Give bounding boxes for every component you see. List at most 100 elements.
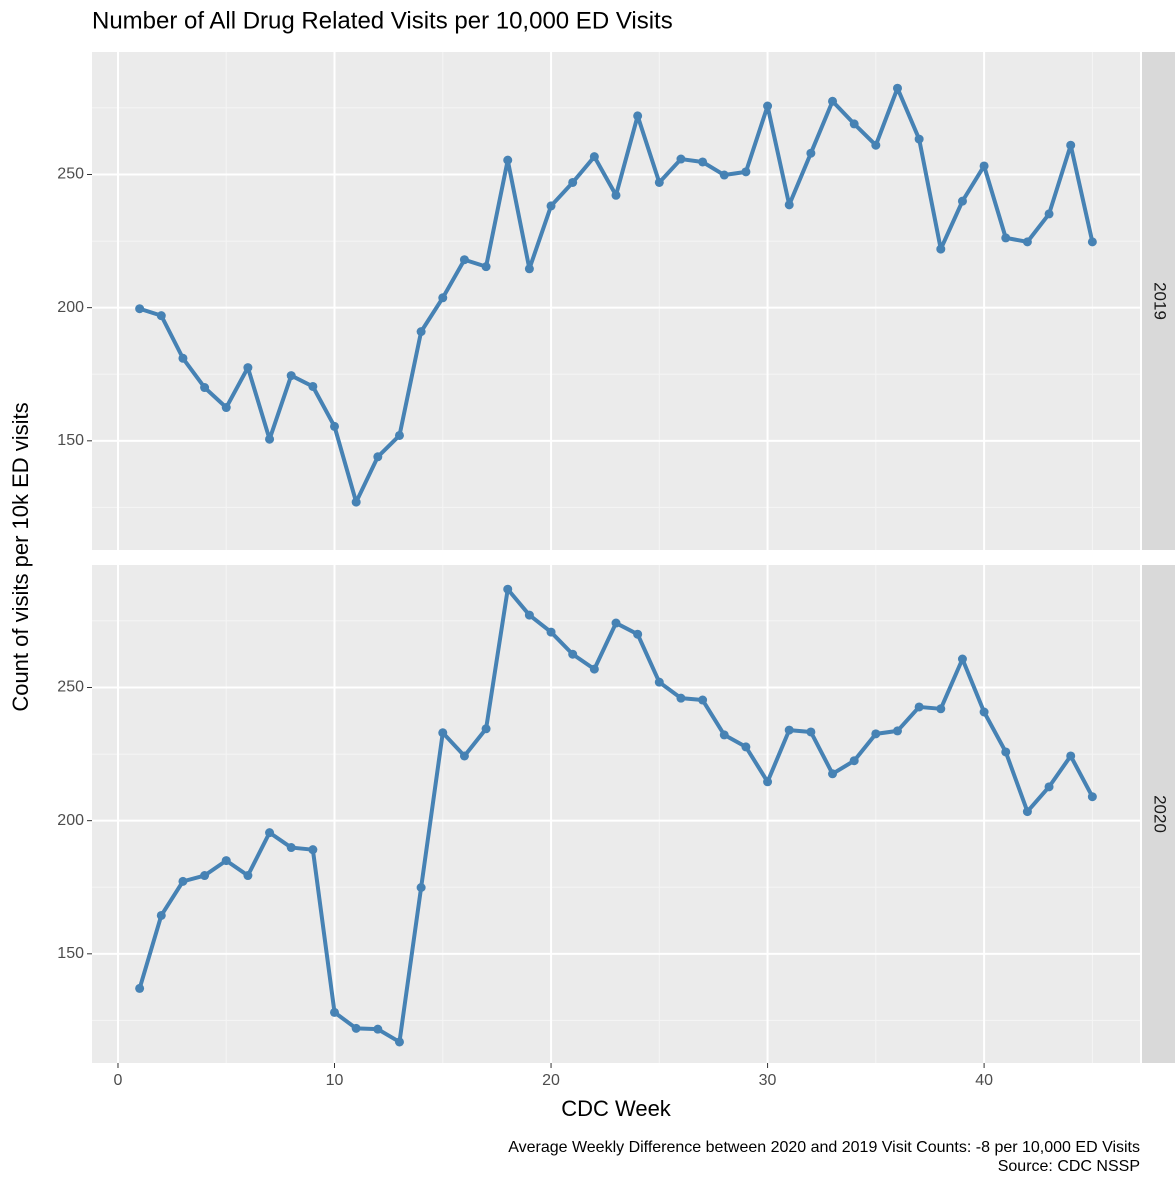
data-point: [633, 629, 643, 639]
data-point: [741, 167, 751, 177]
data-point: [221, 856, 231, 866]
data-point: [438, 293, 448, 303]
data-point: [524, 610, 534, 620]
caption: Source: CDC NSSP: [998, 1158, 1140, 1175]
y-tick-label: 200: [57, 299, 84, 316]
data-point: [221, 403, 231, 413]
x-tick-label: 40: [975, 1072, 993, 1089]
data-point: [979, 161, 989, 171]
data-point: [698, 157, 708, 167]
data-point: [719, 170, 729, 180]
data-point: [135, 304, 145, 314]
data-point: [892, 83, 902, 93]
data-point: [156, 311, 166, 321]
data-point: [914, 134, 924, 144]
data-point: [892, 726, 902, 736]
data-point: [351, 497, 361, 507]
data-point: [1044, 209, 1054, 219]
data-point: [416, 327, 426, 337]
data-point: [957, 654, 967, 664]
data-point: [568, 649, 578, 659]
panel-background: [92, 565, 1140, 1063]
x-axis-label: CDC Week: [561, 1096, 672, 1121]
x-tick-label: 30: [759, 1072, 777, 1089]
data-point: [503, 155, 513, 165]
strip-label: 2020: [1151, 795, 1170, 833]
data-point: [676, 693, 686, 703]
data-point: [178, 876, 188, 886]
data-point: [784, 725, 794, 735]
data-point: [265, 434, 275, 444]
data-point: [373, 1024, 383, 1034]
data-point: [1022, 807, 1032, 817]
data-point: [330, 421, 340, 431]
data-point: [849, 756, 859, 766]
data-point: [719, 730, 729, 740]
data-point: [394, 1037, 404, 1047]
data-point: [481, 262, 491, 272]
data-point: [286, 371, 296, 381]
x-tick-label: 10: [326, 1072, 344, 1089]
data-point: [979, 707, 989, 717]
data-point: [806, 727, 816, 737]
data-point: [676, 154, 686, 164]
strip-label: 2019: [1151, 282, 1170, 320]
data-point: [828, 96, 838, 106]
data-point: [871, 729, 881, 739]
data-point: [459, 751, 469, 761]
y-tick-label: 200: [57, 812, 84, 829]
data-point: [546, 627, 556, 637]
data-point: [1066, 140, 1076, 150]
data-point: [351, 1023, 361, 1033]
data-point: [589, 152, 599, 162]
data-point: [1087, 792, 1097, 802]
data-point: [654, 177, 664, 187]
caption: Average Weekly Difference between 2020 a…: [508, 1139, 1140, 1156]
strip: [1142, 52, 1175, 550]
data-point: [914, 702, 924, 712]
data-point: [1001, 233, 1011, 243]
data-point: [698, 695, 708, 705]
data-point: [243, 363, 253, 373]
data-point: [265, 828, 275, 838]
data-point: [1022, 237, 1032, 247]
data-point: [156, 910, 166, 920]
data-point: [286, 843, 296, 853]
data-point: [546, 201, 556, 211]
data-point: [200, 383, 210, 393]
data-point: [763, 101, 773, 111]
chart-title: Number of All Drug Related Visits per 10…: [92, 7, 673, 34]
data-point: [936, 244, 946, 254]
data-point: [135, 983, 145, 993]
y-tick-label: 250: [57, 679, 84, 696]
data-point: [200, 871, 210, 881]
data-point: [524, 264, 534, 274]
data-point: [611, 618, 621, 628]
data-point: [763, 777, 773, 787]
y-tick-label: 150: [57, 945, 84, 962]
strip: [1142, 565, 1175, 1063]
data-point: [459, 255, 469, 265]
data-point: [394, 430, 404, 440]
data-point: [481, 724, 491, 734]
data-point: [806, 148, 816, 158]
x-tick-label: 0: [114, 1072, 123, 1089]
data-point: [308, 845, 318, 855]
data-point: [568, 177, 578, 187]
panel-background: [92, 52, 1140, 550]
y-tick-label: 250: [57, 166, 84, 183]
data-point: [654, 677, 664, 687]
data-point: [741, 742, 751, 752]
data-point: [936, 704, 946, 714]
data-point: [611, 190, 621, 200]
data-point: [1087, 237, 1097, 247]
data-point: [589, 664, 599, 674]
data-point: [784, 200, 794, 210]
y-tick-label: 150: [57, 432, 84, 449]
y-axis-label: Count of visits per 10k ED visits: [8, 402, 33, 711]
data-point: [243, 871, 253, 881]
data-point: [1044, 782, 1054, 792]
data-point: [1001, 747, 1011, 757]
data-point: [438, 728, 448, 738]
